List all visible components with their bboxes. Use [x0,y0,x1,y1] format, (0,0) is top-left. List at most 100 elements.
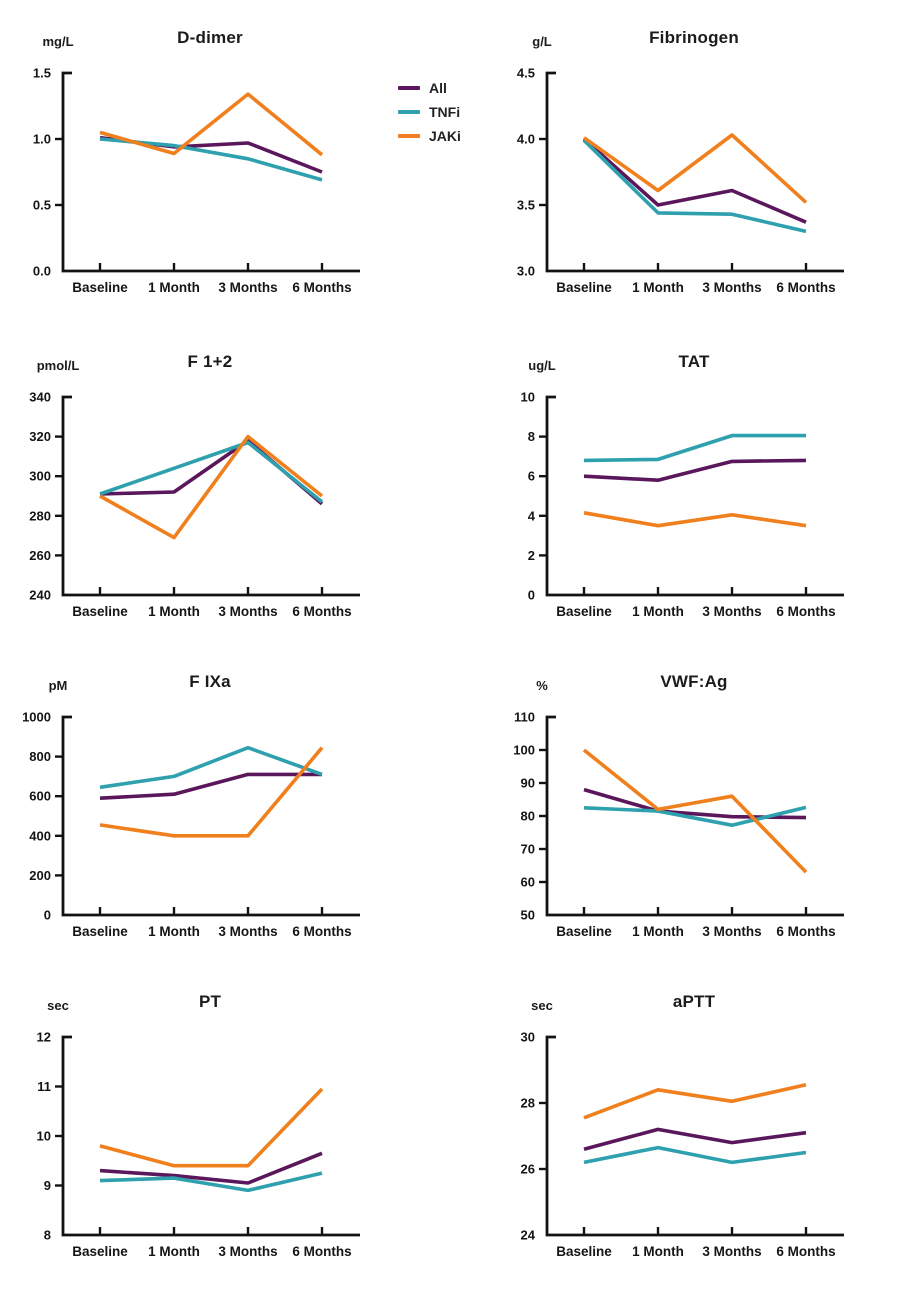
y-tick-label: 300 [29,469,51,484]
x-category-label: 6 Months [776,280,835,295]
chart-title: PT [198,992,222,1011]
y-tick-label: 30 [521,1030,535,1045]
series-line-all [583,458,807,482]
chart-canvas-aptt: 24 26 28 30 Baseline 1 Month 3 Months 6 Months [521,1030,844,1259]
series-line-jaki [583,511,807,528]
y-tick-label: 340 [29,390,51,405]
series-line-all [99,1151,323,1185]
chart-canvas-fixa: 0 200 400 600 800 1000 Baseline 1 Month 3 Months… [22,710,360,939]
series-line-all [583,1127,807,1151]
y-tick-label: 4.5 [517,66,535,81]
y-axis-unit: sec [531,998,553,1013]
y-tick-label: 2 [528,548,535,563]
series-line-jaki [99,1087,324,1168]
legend-label-jaki: JAKi [429,128,461,144]
series-line-jaki [582,133,808,204]
x-category-label: 3 Months [702,1244,761,1259]
y-tick-label: 6 [528,469,535,484]
chart-canvas-f1-2: 240 260 280 300 320 340 Baseline 1 Month 3 Month… [29,390,360,619]
chart-canvas-d-dimer: 0.0 0.5 1.0 1.5 Baseline 1 Month 3 Months 6 Mon… [33,66,360,295]
chart-d-dimer: mg/L D-dimer 0.0 0.5 1.0 1.5 Baseline 1 Month… [10,8,422,323]
series-line-jaki [99,434,324,540]
x-category-label: 6 Months [292,280,351,295]
y-tick-label: 0.0 [33,264,51,279]
chart-title: F IXa [189,672,231,691]
x-category-label: 3 Months [702,924,761,939]
y-tick-label: 1.0 [33,132,51,147]
legend-item-all: All [398,80,461,96]
chart-title: VWF:Ag [660,672,728,691]
x-category-label: 1 Month [632,1244,684,1259]
legend: All TNFi JAKi [398,80,461,144]
y-axis-unit: ug/L [528,358,556,373]
y-tick-label: 11 [37,1079,51,1094]
series-line-all [582,137,807,224]
x-category-label: 1 Month [632,280,684,295]
x-category-label: Baseline [72,280,128,295]
y-tick-label: 80 [521,809,535,824]
x-category-label: 6 Months [292,1244,351,1259]
series-line-tnfi [99,1171,323,1193]
y-tick-label: 26 [521,1162,535,1177]
y-tick-label: 3.5 [517,198,535,213]
y-tick-label: 260 [29,548,51,563]
x-category-label: 3 Months [218,280,277,295]
y-tick-label: 200 [29,868,51,883]
x-category-label: 3 Months [218,1244,277,1259]
y-axis-unit: pmol/L [36,358,80,373]
chart-title: Fibrinogen [649,28,739,47]
series-line-jaki [99,92,324,157]
chart-canvas-pt: 8 9 10 11 12 Baseline 1 Month 3 Months 6 Months [37,1030,360,1259]
axis-frame [61,715,360,917]
x-category-label: Baseline [72,924,128,939]
axis-frame [61,1035,360,1237]
x-category-label: 1 Month [148,280,200,295]
y-tick-label: 400 [29,828,51,843]
y-tick-label: 280 [29,508,51,523]
x-category-label: 1 Month [148,604,200,619]
x-category-label: Baseline [556,604,612,619]
y-tick-label: 28 [521,1096,535,1111]
y-tick-label: 12 [37,1030,51,1045]
x-category-label: 1 Month [148,924,200,939]
legend-line-swatch-all [398,86,420,90]
series-line-jaki [583,1083,807,1120]
axis-frame [545,395,844,597]
series-line-tnfi [583,805,807,827]
series-line-jaki [582,748,808,874]
chart-fixa: pM F IXa 0 200 400 600 800 1000 Baseline 1 Mont… [10,652,422,967]
x-category-label: 1 Month [632,924,684,939]
y-axis-unit: pM [48,678,68,693]
chart-pt: sec PT 8 9 10 11 12 Baseline 1 Month 3 Months 6 … [10,972,422,1287]
chart-vwf-ag: % VWF:Ag 50 60 70 80 90 100 110 Baseline 1 Month… [494,652,906,967]
legend-line-swatch-tnfi [398,110,420,114]
y-tick-label: 800 [29,749,51,764]
series-line-tnfi [583,1145,807,1165]
y-tick-label: 90 [521,776,535,791]
y-tick-label: 100 [513,743,535,758]
y-tick-label: 4.0 [517,132,535,147]
x-category-label: Baseline [72,1244,128,1259]
y-tick-label: 0 [528,588,535,603]
x-category-label: 1 Month [632,604,684,619]
legend-item-jaki: JAKi [398,128,461,144]
chart-canvas-fibrinogen: 3.0 3.5 4.0 4.5 Baseline 1 Month 3 Months 6 Mon… [517,66,844,295]
x-category-label: Baseline [556,280,612,295]
x-category-label: Baseline [72,604,128,619]
legend-label-tnfi: TNFi [429,104,461,120]
chart-canvas-tat: 0 2 4 6 8 10 Baseline 1 Month 3 Months 6 Months [521,390,844,619]
y-axis-unit: sec [47,998,69,1013]
y-tick-label: 0.5 [33,198,51,213]
chart-fibrinogen: g/L Fibrinogen 3.0 3.5 4.0 4.5 Baseline 1 Mon… [494,8,906,323]
y-tick-label: 8 [528,429,535,444]
x-category-label: 3 Months [702,280,761,295]
y-tick-label: 240 [29,588,51,603]
y-axis-unit: g/L [532,34,552,49]
axis-frame [61,71,360,273]
series-line-all [99,772,322,800]
y-tick-label: 9 [44,1178,51,1193]
chart-f1-2: pmol/L F 1+2 240 260 280 300 320 340 Baseline 1… [10,332,422,647]
chart-title: F 1+2 [187,352,233,371]
chart-canvas-vwf-ag: 50 60 70 80 90 100 110 Baseline 1 Month 3 Months 6… [513,710,844,939]
